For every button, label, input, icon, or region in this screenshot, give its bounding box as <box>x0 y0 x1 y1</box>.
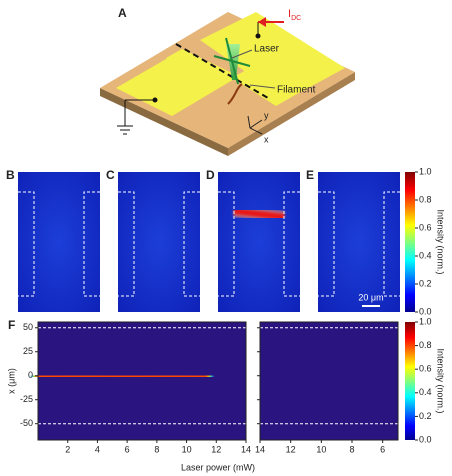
electrode-outline <box>318 191 335 297</box>
panel-label: C <box>106 168 115 182</box>
panel-label: E <box>306 168 314 182</box>
x-tick-label: 8 <box>349 444 354 454</box>
electrode-outline <box>383 191 400 297</box>
frame <box>37 321 247 441</box>
panel-label: F <box>8 318 15 332</box>
heatmap-panel: F 2 4 6 8 10 12 14 50 25 0 -25 -50 14 12 10 8 6 x (μm) Lase… <box>6 318 405 472</box>
x-tick-label: 12 <box>211 444 221 454</box>
schematic <box>100 12 355 156</box>
laser-label: Laser <box>254 44 280 55</box>
electrode-outline <box>83 191 100 297</box>
x-axis-label: Laser power (mW) <box>181 462 255 472</box>
colorbar <box>405 172 415 312</box>
current-label: IDC <box>288 8 301 22</box>
y-tick-label: 0 <box>28 370 33 380</box>
current-sub: DC <box>291 15 301 22</box>
panel-label: D <box>206 168 215 182</box>
image-panels: B C D E 20 μm <box>6 168 400 312</box>
axis-label: y <box>264 110 269 120</box>
colorbar-tick-label: 1.0 <box>419 316 432 326</box>
electrode-outline <box>218 191 235 297</box>
electrode-outline <box>18 191 35 297</box>
scale-bar-label: 20 μm <box>358 292 383 302</box>
colorbar-tick-label: 0.0 <box>419 306 432 316</box>
x-tick-label: 6 <box>125 444 130 454</box>
y-tick-label: -50 <box>20 418 33 428</box>
y-axis-label: x (μm) <box>6 368 16 394</box>
image <box>118 172 200 312</box>
colorbar-tick-label: 1.0 <box>419 166 432 176</box>
colorbar-tick-label: 0.4 <box>419 250 432 260</box>
image <box>218 172 300 312</box>
panel-label: B <box>6 168 15 182</box>
colorbar-tick-label: 0.8 <box>419 194 432 204</box>
colorbar-title: Intensity (norm.) <box>436 348 446 413</box>
panel-label: A <box>118 6 127 20</box>
filament-trace <box>36 373 208 379</box>
x-tick-label: 12 <box>286 444 296 454</box>
colorbar-tick-label: 0.8 <box>419 340 432 350</box>
image <box>18 172 100 312</box>
colorbar-title: Intensity (norm.) <box>436 209 446 274</box>
x-tick-label: 2 <box>65 444 70 454</box>
colorbar-tick-label: 0.6 <box>419 364 432 374</box>
colorbar <box>405 322 415 440</box>
x-tick-label: 8 <box>154 444 159 454</box>
filament <box>233 208 285 220</box>
x-tick-label: 14 <box>241 444 251 454</box>
colorbar-tick-label: 0.2 <box>419 278 432 288</box>
colorbar-tick-label: 0.6 <box>419 222 432 232</box>
y-tick-label: 25 <box>23 346 33 356</box>
x-tick-label: 4 <box>95 444 100 454</box>
colorbar-tick-label: 0.2 <box>419 411 432 421</box>
x-tick-label: 10 <box>182 444 192 454</box>
electrode-outline <box>118 191 135 297</box>
x-tick-label: 6 <box>380 444 385 454</box>
x-tick-label: 10 <box>316 444 326 454</box>
axis-label: x <box>264 134 269 144</box>
frame <box>259 321 399 441</box>
y-tick-label: -25 <box>20 394 33 404</box>
x-tick-label: 14 <box>255 444 265 454</box>
filament-label: Filament <box>277 85 316 96</box>
electrode-outline <box>183 191 200 297</box>
colorbar-tick-label: 0.0 <box>419 434 432 444</box>
current-main: I <box>288 8 291 20</box>
electrode-outline <box>283 191 300 297</box>
y-tick-label: 50 <box>23 322 33 332</box>
colorbar-tick-label: 0.4 <box>419 387 432 397</box>
